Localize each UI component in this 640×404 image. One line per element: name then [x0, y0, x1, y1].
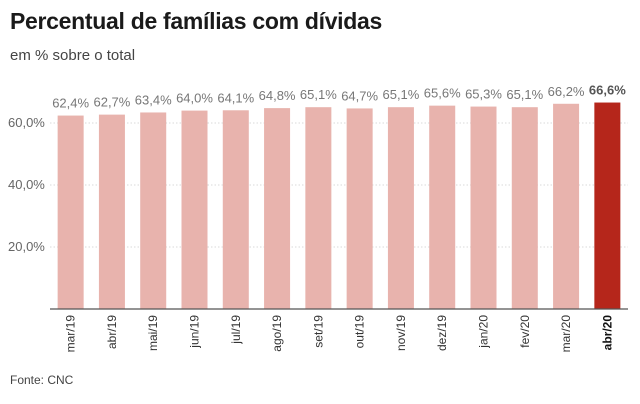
x-tick-labels: mar/19 abr/19 mai/19 jun/19 jul/19 ago/19 set/… [64, 315, 615, 353]
x-tick-label: abr/19 [105, 315, 119, 349]
value-label: 62,4% [52, 96, 89, 111]
bar [57, 115, 84, 309]
value-label: 65,1% [506, 87, 543, 102]
y-tick-label: 40,0% [8, 177, 45, 192]
chart-title: Percentual de famílias com dívidas [10, 8, 383, 34]
value-label: 65,3% [465, 87, 502, 102]
x-tick-label: out/19 [353, 315, 367, 349]
value-label: 66,6% [589, 83, 626, 98]
x-tick-label: ago/19 [270, 315, 284, 352]
bars [57, 102, 621, 310]
value-label: 65,6% [424, 86, 461, 101]
bar [553, 103, 580, 309]
bar [264, 108, 291, 310]
y-tick-label: 60,0% [8, 115, 45, 130]
bar [140, 112, 167, 310]
value-label: 66,2% [548, 84, 585, 99]
x-tick-label: dez/19 [435, 315, 449, 351]
gridlines: 20,0% 40,0% 60,0% [8, 115, 628, 254]
x-tick-label: mar/20 [559, 315, 573, 353]
x-tick-label: abr/20 [600, 315, 614, 351]
bar [98, 114, 125, 309]
value-labels: 62,4% 62,7% 63,4% 64,0% 64,1% 64,8% 65,1% 64,7%… [52, 83, 626, 111]
x-tick-label: jul/19 [229, 315, 243, 345]
bar [222, 110, 249, 309]
bar [181, 110, 208, 309]
bar [470, 106, 497, 309]
bar [511, 107, 538, 309]
chart-subtitle: em % sobre o total [10, 47, 136, 64]
value-label: 64,8% [259, 88, 296, 103]
value-label: 64,0% [176, 91, 213, 106]
bar [594, 102, 621, 309]
y-tick-label: 20,0% [8, 239, 45, 254]
x-tick-label: jun/19 [188, 315, 202, 349]
bar [305, 107, 332, 309]
value-label: 65,1% [300, 87, 337, 102]
source-note: Fonte: CNC [10, 373, 74, 387]
x-tick-label: nov/19 [394, 315, 408, 351]
value-label: 63,4% [135, 92, 172, 107]
bar [387, 107, 414, 309]
x-tick-label: fev/20 [518, 315, 532, 348]
value-label: 64,7% [341, 88, 378, 103]
bar [346, 108, 373, 310]
value-label: 65,1% [382, 87, 419, 102]
x-tick-label: mar/19 [64, 315, 78, 353]
x-tick-label: mai/19 [146, 315, 160, 351]
x-tick-label: set/19 [311, 315, 325, 348]
value-label: 64,1% [217, 90, 254, 105]
bar [429, 105, 456, 309]
value-label: 62,7% [93, 95, 130, 110]
x-tick-label: jan/20 [477, 315, 491, 349]
